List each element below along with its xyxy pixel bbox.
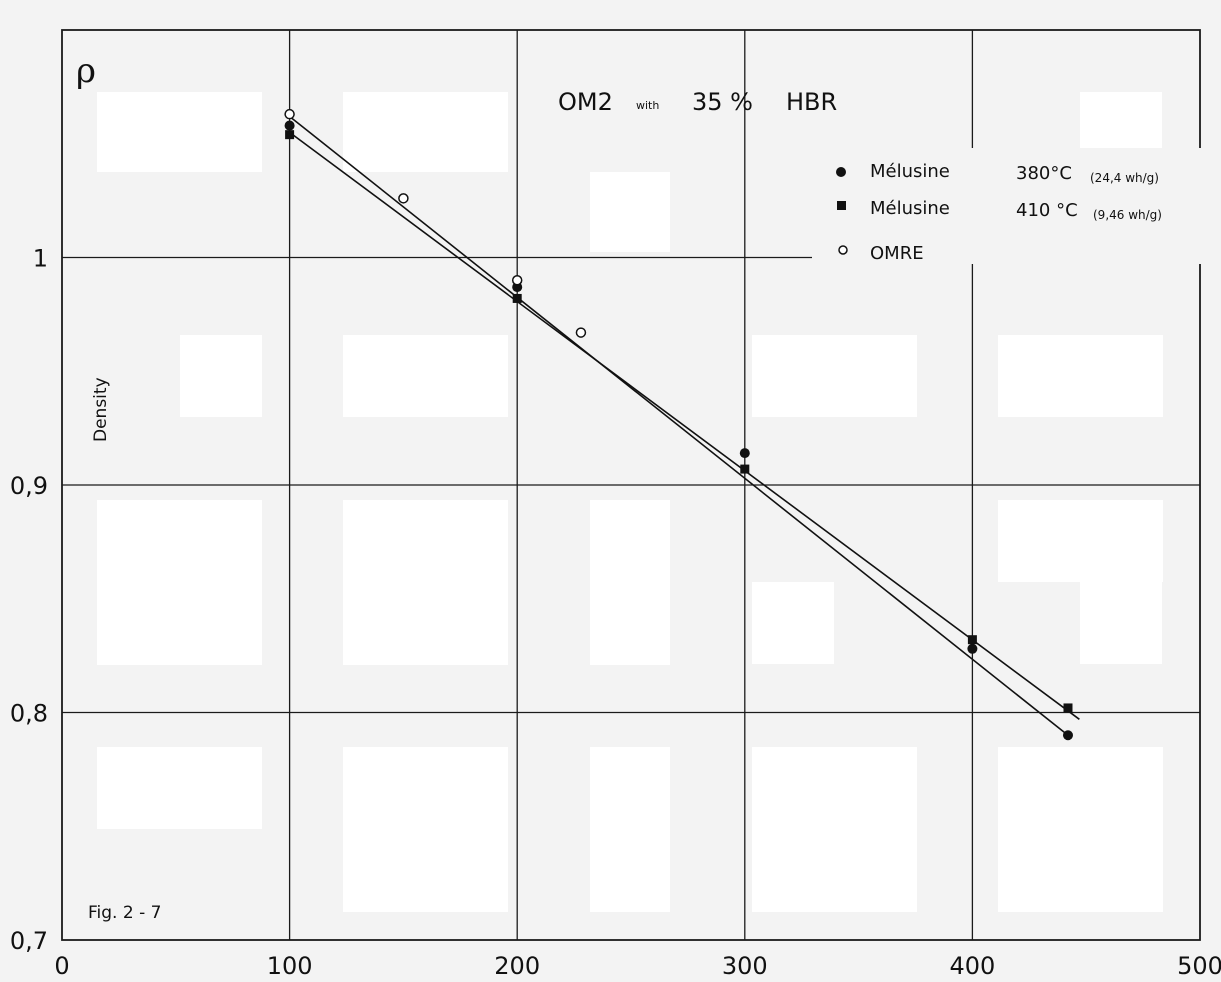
x-tick-label: 500 xyxy=(1177,952,1221,980)
legend-note-small-series-2: (9,46 wh/g) xyxy=(1093,208,1162,222)
title-suffix: HBR xyxy=(786,88,837,116)
x-tick-label: 100 xyxy=(267,952,313,980)
fit-lines xyxy=(289,115,1080,736)
y-tick-labels: 0,7 0,8 0,9 1 xyxy=(10,245,48,956)
legend: Mélusine 380°C (24,4 wh/g) Mélusine 410 … xyxy=(812,148,1214,264)
fit-line-2 xyxy=(289,131,1080,720)
x-tick-labels: 0 100 200 300 400 500 xyxy=(54,952,1221,980)
y-tick-label: 0,9 xyxy=(10,472,48,500)
point-series-2 xyxy=(285,130,295,140)
y-axis-label: Density xyxy=(91,377,111,442)
chart-title: OM2 with 35 % HBR xyxy=(558,88,837,116)
x-tick-label: 300 xyxy=(722,952,768,980)
legend-note-series-2: 410 °C xyxy=(1016,200,1078,221)
y-tick-label: 1 xyxy=(33,245,48,273)
point-series-3 xyxy=(398,193,409,204)
legend-label-series-2: Mélusine xyxy=(870,198,950,219)
figure-label: Fig. 2 - 7 xyxy=(88,903,161,923)
point-series-1 xyxy=(739,448,750,459)
point-series-3 xyxy=(575,327,587,338)
point-series-2 xyxy=(512,293,522,303)
x-tick-label: 200 xyxy=(494,952,540,980)
title-with: with xyxy=(636,99,659,112)
legend-marker-open-circle xyxy=(838,245,848,255)
x-tick-label: 0 xyxy=(54,952,69,980)
x-tick-label: 400 xyxy=(949,952,995,980)
point-series-1 xyxy=(967,643,978,654)
legend-note-series-1: 380°C xyxy=(1016,163,1072,184)
legend-label-series-3: OMRE xyxy=(870,243,924,264)
point-series-3 xyxy=(284,108,295,120)
legend-marker-filled-square xyxy=(837,201,846,210)
title-main: OM2 xyxy=(558,88,613,116)
fit-line-1 xyxy=(289,115,1069,736)
point-series-1 xyxy=(284,120,295,131)
legend-background xyxy=(812,148,1214,264)
point-series-1 xyxy=(1062,730,1073,741)
legend-label-series-1: Mélusine xyxy=(870,161,950,182)
title-percent: 35 % xyxy=(692,88,753,116)
point-series-3 xyxy=(511,275,523,286)
legend-note-small-series-1: (24,4 wh/g) xyxy=(1090,171,1159,185)
point-series-2 xyxy=(967,635,977,645)
y-tick-label: 0,7 xyxy=(10,927,48,955)
point-series-2 xyxy=(740,464,750,474)
y-symbol: ρ xyxy=(76,51,96,91)
point-series-2 xyxy=(1063,703,1073,713)
legend-marker-filled-circle xyxy=(836,167,846,177)
y-tick-label: 0,8 xyxy=(10,700,48,728)
plot-frame xyxy=(61,29,1201,941)
background-patches xyxy=(97,92,1163,912)
data-markers xyxy=(284,108,1073,741)
